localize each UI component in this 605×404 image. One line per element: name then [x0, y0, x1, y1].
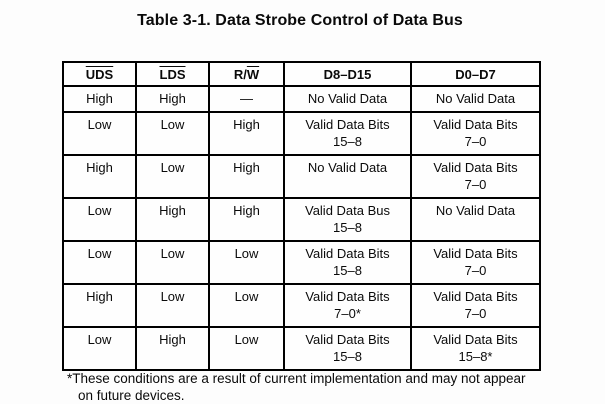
table-cell-r0-c4: No Valid Data	[410, 85, 541, 113]
table-cell-r2-c0: High	[62, 154, 137, 199]
table-cell-r1-c2: High	[208, 111, 285, 156]
column-header-1: LDS	[135, 61, 210, 87]
table-cell-r4-c1: Low	[135, 240, 210, 285]
header-row: UDS LDS R/W D8–D15 D0–D7	[62, 61, 541, 87]
table-cell-r1-c0: Low	[62, 111, 137, 156]
table-cell-r4-c0: Low	[62, 240, 137, 285]
table-cell-r6-c4: Valid Data Bits 15–8*	[410, 326, 541, 371]
column-header-3: D8–D15	[283, 61, 412, 87]
overlined-signal-text: LDS	[159, 66, 186, 82]
table-cell-r3-c3: Valid Data Bus 15–8	[283, 197, 412, 242]
table-cell-r2-c1: Low	[135, 154, 210, 199]
table-cell-r5-c2: Low	[208, 283, 285, 328]
table-cell-r1-c4: Valid Data Bits 7–0	[410, 111, 541, 156]
table-row-0: High High — No Valid Data No Valid Data	[62, 85, 541, 113]
table-cell-r6-c2: Low	[208, 326, 285, 371]
table-cell-r2-c3: No Valid Data	[283, 154, 412, 199]
table-cell-r4-c4: Valid Data Bits 7–0	[410, 240, 541, 285]
table-row-4: Low Low Low Valid Data Bits 15–8 Valid Data …	[62, 240, 541, 285]
data-strobe-table: UDS LDS R/W D8–D15 D0–D7 High High — No Valid D…	[62, 61, 541, 371]
table-body: High High — No Valid Data No Valid Data Low Lo…	[62, 85, 541, 371]
table-row-5: High Low Low Valid Data Bits 7–0* Valid Data…	[62, 283, 541, 328]
table-header: UDS LDS R/W D8–D15 D0–D7	[62, 61, 541, 87]
table-title: Table 3-1. Data Strobe Control of Data B…	[137, 12, 463, 29]
table-cell-r6-c0: Low	[62, 326, 137, 371]
table-cell-r3-c2: High	[208, 197, 285, 242]
footnote: *These conditions are a result of curren…	[67, 371, 526, 403]
table-cell-r2-c2: High	[208, 154, 285, 199]
table-cell-r1-c1: Low	[135, 111, 210, 156]
table-row-2: High Low High No Valid Data Valid Data Bits …	[62, 154, 541, 199]
table-cell-r1-c3: Valid Data Bits 15–8	[283, 111, 412, 156]
table-cell-r3-c4: No Valid Data	[410, 197, 541, 242]
table-cell-r4-c2: Low	[208, 240, 285, 285]
table-cell-r0-c2: —	[208, 85, 285, 113]
column-header-4: D0–D7	[410, 61, 541, 87]
table-cell-r0-c0: High	[62, 85, 137, 113]
table-cell-r2-c4: Valid Data Bits 7–0	[410, 154, 541, 199]
table-cell-r6-c1: High	[135, 326, 210, 371]
table-cell-r0-c1: High	[135, 85, 210, 113]
column-header-2: R/W	[208, 61, 285, 87]
table-cell-r5-c3: Valid Data Bits 7–0*	[283, 283, 412, 328]
table-cell-r0-c3: No Valid Data	[283, 85, 412, 113]
table-row-3: Low High High Valid Data Bus 15–8 No Valid D…	[62, 197, 541, 242]
overlined-signal-text: UDS	[85, 66, 114, 82]
table-cell-r5-c0: High	[62, 283, 137, 328]
table-cell-r3-c0: Low	[62, 197, 137, 242]
table-cell-r5-c4: Valid Data Bits 7–0	[410, 283, 541, 328]
column-header-0: UDS	[62, 61, 137, 87]
table-row-6: Low High Low Valid Data Bits 15–8 Valid Data…	[62, 326, 541, 371]
overlined-signal-text: W	[246, 66, 260, 82]
table-cell-r4-c3: Valid Data Bits 15–8	[283, 240, 412, 285]
table-cell-r5-c1: Low	[135, 283, 210, 328]
table-row-1: Low Low High Valid Data Bits 15–8 Valid Data…	[62, 111, 541, 156]
table-cell-r3-c1: High	[135, 197, 210, 242]
table-cell-r6-c3: Valid Data Bits 15–8	[283, 326, 412, 371]
